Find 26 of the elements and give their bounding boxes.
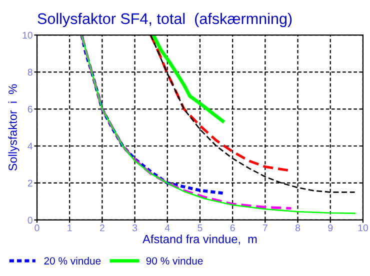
chart-title: Sollysfaktor SF4, total (afskærmning): [38, 12, 292, 28]
x-tick-label: 8: [295, 224, 300, 232]
y-axis-title: Sollysfaktor i %: [8, 84, 20, 171]
x-axis-title: Afstand fra vindue, m: [142, 234, 257, 245]
x-tick-label: 3: [132, 224, 138, 232]
y-tick-label: 6: [28, 106, 32, 113]
y-tick-label: 2: [28, 180, 32, 187]
x-tick-label: 2: [100, 224, 104, 232]
y-tick-label: 8: [28, 68, 32, 76]
y-tick-label: 4: [28, 142, 33, 150]
line-series: [80, 35, 356, 214]
x-tick-label: 4: [164, 224, 170, 232]
y-tick-label: 10: [22, 32, 32, 39]
x-tick-label: 10: [358, 224, 368, 232]
line-series: [80, 35, 224, 195]
x-tick-label: 6: [230, 224, 235, 232]
line-series: [152, 35, 225, 123]
y-tick-label: 0: [28, 216, 32, 224]
x-tick-label: 5: [198, 224, 202, 232]
line-series: [80, 35, 293, 210]
x-tick-label: 0: [34, 224, 40, 232]
legend-label: 90 % vindue: [146, 256, 203, 265]
legend-label: 20 % vindue: [44, 256, 101, 265]
x-tick-label: 1: [68, 224, 72, 232]
x-tick-label: 7: [262, 224, 268, 232]
x-tick-label: 9: [328, 224, 333, 232]
